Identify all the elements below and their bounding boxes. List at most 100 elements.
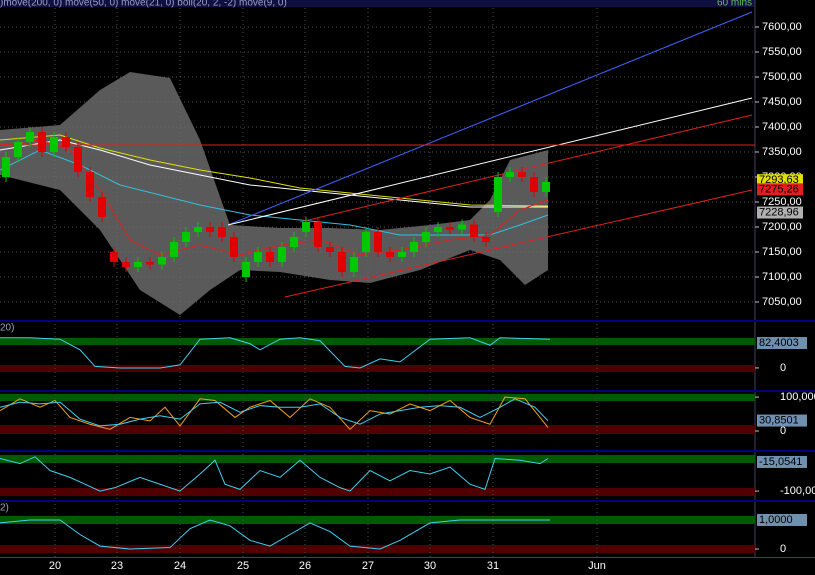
candle-body [506,172,514,177]
candle-body [26,132,34,142]
candle-body [50,137,58,152]
value-label-box [757,414,807,427]
x-tick-label: 24 [174,560,186,572]
x-tick-label: 20 [49,560,61,572]
candle-body [350,257,358,272]
moving-average [0,139,549,256]
candle-body [314,222,322,247]
y-tick-label: 100,0000 [780,391,815,403]
value-label: -15,0541 [759,456,802,468]
y-tick-label: 7150,00 [762,246,802,258]
panel-separator [0,450,815,452]
upper-zone [0,455,755,463]
lower-zone [0,365,755,372]
candle-body [254,252,262,262]
y-tick-label: 7600,00 [762,21,802,33]
candle-body [338,252,346,272]
y-tick-label: 7200,00 [762,221,802,233]
candle-body [290,237,298,247]
candle-body [302,222,310,232]
candle-body [458,224,466,230]
panel-separator [0,500,815,502]
price-label: 7293,63 [759,174,799,186]
indicator-line [0,456,549,492]
candle-body [494,177,502,212]
x-tick-label: 31 [487,560,499,572]
candle-body [278,247,286,262]
price-label-box [757,183,803,196]
x-tick-label: 26 [299,560,311,572]
candle-body [374,232,382,252]
interval-label: 60 mins [717,0,752,9]
candle-body [182,232,190,242]
candle-body [206,227,214,232]
candle-body [530,177,538,192]
candle-body [110,252,118,262]
y-tick-label: 7450,00 [762,96,802,108]
candle-body [38,132,46,152]
candle-body [398,252,406,257]
trend-line [284,189,753,298]
candle-body [218,227,226,237]
y-tick-label: 7500,00 [762,71,802,83]
price-label-box [757,174,803,187]
candle-body [482,237,490,242]
candle-body [518,172,526,177]
x-tick-label: 25 [237,560,249,572]
candle-body [434,227,442,232]
trend-line [227,11,753,226]
value-label: 30,8501 [759,414,799,426]
price-label: 7275,26 [759,183,799,195]
candle-body [410,242,418,252]
moving-average [0,134,549,207]
value-label: 1,0000 [759,514,793,526]
indicator-line [0,519,550,550]
x-tick-label: 27 [362,560,374,572]
candle-body [86,172,94,197]
panel-separator [0,390,815,392]
y-tick-label: 7250,00 [762,196,802,208]
x-tick-label: 23 [111,560,123,572]
candle-body [62,137,70,147]
y-tick-label: 0 [780,543,786,555]
candle-body [230,237,238,257]
moving-average [0,139,548,208]
panel-header: 2) [0,503,9,514]
candle-body [170,242,178,257]
value-label-box [757,337,807,350]
lower-zone [0,425,755,434]
y-tick-label: 0 [780,425,786,437]
y-tick-label: 7350,00 [762,146,802,158]
price-label: 7228,96 [759,206,799,218]
candle-body [326,247,334,252]
value-label-box [757,513,807,526]
upper-zone [0,516,755,524]
panel-separator [0,320,815,322]
candle-body [266,252,274,262]
bollinger-band [0,72,548,315]
candle-body [122,262,130,267]
candle-body [146,262,154,265]
candle-body [74,147,82,172]
moving-average [0,149,549,236]
candle-body [134,262,142,267]
candle-body [2,157,10,177]
trend-line [227,97,753,226]
candle-body [158,257,166,265]
y-tick-label: 7050,00 [762,296,802,308]
panel-header: 20) [0,323,14,334]
upper-zone [0,394,755,401]
candle-body [98,197,106,217]
candle-body [362,232,370,252]
x-tick-label: 30 [424,560,436,572]
indicator-header: )move(200, 0) move(50, 0) move(21, 0) bo… [0,0,287,9]
indicator-line [0,398,549,427]
upper-zone [0,338,755,345]
candle-body [542,182,550,192]
y-tick-label: 7100,00 [762,271,802,283]
header-bar [0,0,755,7]
candle-body [14,142,22,157]
price-label-box [757,206,803,219]
y-tick-label: 7550,00 [762,46,802,58]
candle-body [422,232,430,242]
